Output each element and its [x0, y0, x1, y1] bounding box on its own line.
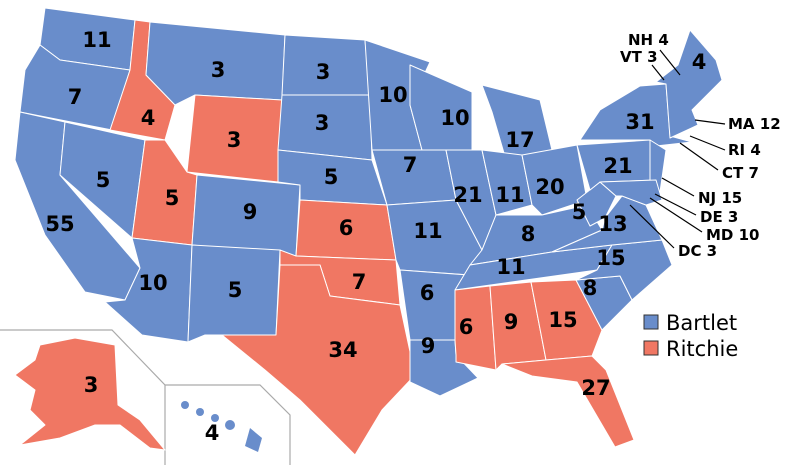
state-label-wv: 5	[572, 200, 587, 224]
leader-line-ri	[689, 135, 726, 151]
state-fl[interactable]	[501, 355, 635, 448]
callout-label-nh: NH 4	[628, 31, 669, 49]
callout-label-ma: MA 12	[728, 115, 781, 133]
state-label-ne: 5	[324, 165, 339, 189]
callout-label-ri: RI 4	[728, 141, 761, 159]
state-label-ia: 7	[403, 153, 418, 177]
legend-swatch-bartlet	[643, 314, 659, 330]
state-label-al: 9	[504, 310, 519, 334]
state-oh[interactable]	[521, 144, 588, 216]
state-label-nc: 15	[596, 246, 625, 270]
leader-line-nh	[659, 49, 681, 76]
state-tx[interactable]	[221, 264, 416, 456]
leader-line-nj	[661, 177, 695, 197]
state-label-me: 4	[692, 50, 707, 74]
callout-label-de: DE 3	[700, 208, 738, 226]
state-ga[interactable]	[530, 279, 603, 361]
state-label-az: 10	[138, 271, 167, 295]
state-label-tx: 34	[328, 338, 357, 362]
state-label-pa: 21	[603, 154, 632, 178]
alaska-inset-border	[0, 329, 166, 386]
hawaii-island[interactable]	[181, 401, 189, 409]
legend-label-bartlet: Bartlet	[666, 311, 737, 335]
state-label-fl: 27	[581, 376, 610, 400]
state-label-id: 4	[141, 106, 156, 130]
callout-label-md: MD 10	[706, 226, 759, 244]
leader-line-vt	[651, 64, 665, 81]
state-label-oh: 20	[535, 175, 564, 199]
state-label-wy: 3	[227, 128, 242, 152]
state-md[interactable]	[599, 179, 663, 206]
state-label-la: 9	[421, 334, 436, 358]
state-label-ms: 6	[459, 315, 474, 339]
state-label-co: 9	[243, 200, 258, 224]
state-label-ga: 15	[548, 308, 577, 332]
state-label-ak: 3	[84, 373, 99, 397]
callout-label-nj: NJ 15	[698, 189, 742, 207]
leader-line-de	[654, 193, 697, 216]
leader-line-md	[649, 197, 703, 233]
state-label-ny: 31	[625, 110, 654, 134]
legend-swatch-ritchie	[643, 340, 659, 356]
state-label-sd: 3	[315, 111, 330, 135]
state-label-ar: 6	[420, 281, 435, 305]
state-label-nm: 5	[228, 278, 243, 302]
state-label-va: 13	[598, 212, 627, 236]
state-label-sc: 8	[583, 276, 598, 300]
state-label-mo: 11	[413, 219, 442, 243]
state-label-il: 21	[453, 183, 482, 207]
leader-line-ct	[679, 142, 719, 171]
state-label-ok: 7	[352, 270, 367, 294]
state-label-ca: 55	[45, 212, 74, 236]
state-hi[interactable]	[245, 428, 262, 452]
state-label-mn: 10	[378, 83, 407, 107]
hawaii-inset-border	[164, 384, 291, 465]
callout-label-dc: DC 3	[678, 242, 717, 260]
state-label-wi: 10	[440, 106, 469, 130]
legend-label-ritchie: Ritchie	[666, 337, 738, 361]
callout-label-vt: VT 3	[620, 48, 658, 66]
state-label-ky: 8	[521, 222, 536, 246]
state-label-hi: 4	[205, 421, 220, 445]
state-label-tn: 11	[496, 255, 525, 279]
state-label-mt: 3	[211, 58, 226, 82]
state-ak[interactable]	[14, 337, 166, 451]
state-label-ks: 6	[339, 216, 354, 240]
state-label-nv: 5	[96, 168, 111, 192]
leader-line-dc	[629, 204, 675, 249]
state-ne-eng[interactable]	[655, 29, 723, 139]
hawaii-island[interactable]	[211, 414, 219, 422]
hawaii-island[interactable]	[196, 408, 204, 416]
hawaii-island[interactable]	[225, 420, 235, 430]
state-label-mi: 17	[505, 128, 534, 152]
state-label-in: 11	[495, 183, 524, 207]
state-label-or: 7	[68, 85, 83, 109]
state-label-nd: 3	[316, 60, 331, 84]
callout-label-ct: CT 7	[722, 164, 759, 182]
state-label-ut: 5	[165, 186, 180, 210]
state-label-wa: 11	[82, 28, 111, 52]
leader-line-ma	[694, 119, 726, 125]
